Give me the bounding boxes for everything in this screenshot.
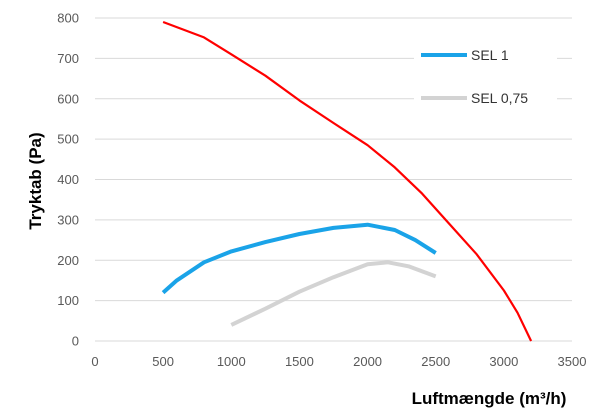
x-tick-label: 1000 (217, 354, 246, 369)
x-tick-label: 500 (152, 354, 174, 369)
y-tick-label: 700 (57, 51, 79, 66)
legend-label: SEL 0,75 (471, 90, 528, 106)
x-axis-title: Luftmængde (m³/h) (412, 389, 567, 408)
legend-label: SEL 1 (471, 47, 509, 63)
x-tick-label: 3500 (558, 354, 587, 369)
y-tick-label: 300 (57, 212, 79, 227)
series-line-unlabeled-0 (162, 20, 533, 342)
x-tick-label: 3000 (489, 354, 518, 369)
series-line-sel-1 (161, 222, 437, 295)
y-tick-label: 200 (57, 253, 79, 268)
y-tick-label: 500 (57, 132, 79, 147)
x-tick-label: 1500 (285, 354, 314, 369)
series-lines (161, 20, 533, 342)
x-tick-label: 0 (91, 354, 98, 369)
y-axis-title: Tryktab (Pa) (26, 132, 45, 229)
y-tick-label: 100 (57, 293, 79, 308)
y-tick-label: 600 (57, 91, 79, 106)
legend: SEL 1 SEL 0,75 (421, 47, 528, 106)
x-tick-labels: 0 500 1000 1500 2000 2500 3000 3500 (91, 354, 586, 369)
y-tick-label: 0 (72, 334, 79, 349)
y-tick-labels: 0 100 200 300 400 500 600 700 800 (57, 11, 79, 349)
legend-background (414, 36, 557, 120)
gridlines (95, 17, 572, 302)
x-tick-label: 2500 (421, 354, 450, 369)
y-tick-label: 400 (57, 172, 79, 187)
series-line-sel-0-75 (230, 260, 437, 327)
x-tick-label: 2000 (353, 354, 382, 369)
y-tick-label: 800 (57, 11, 79, 26)
